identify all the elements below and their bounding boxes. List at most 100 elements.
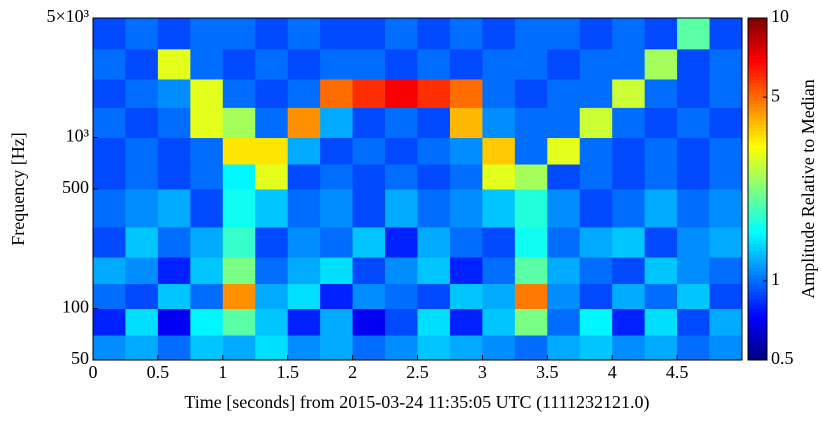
spectrogram-cell — [93, 107, 126, 139]
colorbar-segment — [748, 178, 767, 183]
y-tick-label: 100 — [62, 297, 89, 317]
colorbar-segment — [748, 202, 767, 207]
colorbar-segment — [748, 100, 767, 104]
spectrogram-cell — [385, 107, 418, 139]
spectrogram-cell — [190, 257, 224, 285]
spectrogram-cell — [417, 48, 451, 80]
spectrogram-cell — [287, 164, 321, 190]
spectrogram-cell — [547, 335, 581, 361]
spectrogram-cell — [644, 137, 678, 165]
spectrogram-cell — [93, 164, 126, 190]
spectrogram-cell — [125, 257, 159, 285]
spectrogram-cell — [93, 48, 126, 80]
colorbar-segment — [748, 243, 767, 248]
colorbar-segment — [748, 69, 767, 74]
spectrogram-cell — [222, 308, 256, 336]
colorbar-segment — [748, 35, 767, 40]
spectrogram-cell — [709, 78, 743, 108]
spectrogram-cell — [125, 78, 159, 108]
colorbar-segment — [748, 353, 767, 358]
colorbar-segment — [748, 134, 767, 139]
colorbar-segment — [748, 250, 767, 255]
spectrogram-cell — [709, 335, 743, 361]
colorbar-segment — [748, 199, 767, 204]
y-tick-label: 10³ — [66, 126, 90, 146]
spectrogram-cell — [417, 283, 451, 310]
spectrogram-cell — [255, 48, 289, 80]
spectrogram-cell — [352, 257, 386, 285]
spectrogram-cell — [352, 18, 386, 50]
spectrogram-cell — [320, 137, 354, 165]
colorbar-frame — [747, 17, 768, 361]
colorbar-segment — [748, 31, 767, 36]
spectrogram-cell — [709, 107, 743, 139]
colorbar-segment — [748, 308, 767, 313]
spectrogram-cell — [125, 164, 159, 190]
spectrogram-cell — [320, 164, 354, 190]
spectrogram-cell — [157, 226, 191, 258]
spectrogram-cell — [644, 335, 678, 361]
spectrogram-cell — [93, 335, 126, 361]
y-tick-label: 50 — [71, 348, 89, 368]
colorbar-segment — [748, 117, 767, 122]
colorbar-tick-label: 1 — [771, 269, 780, 289]
spectrogram-cell — [579, 308, 613, 336]
spectrogram-cell — [417, 257, 451, 285]
spectrogram-cell — [157, 335, 191, 361]
colorbar-segment — [748, 185, 767, 190]
colorbar-segment — [748, 89, 767, 94]
spectrogram-cell — [482, 78, 516, 108]
spectrogram-cell — [417, 107, 451, 139]
spectrogram-cell — [579, 107, 613, 139]
spectrogram-cell — [125, 18, 159, 50]
colorbar-segment — [748, 298, 767, 303]
colorbar-segment — [748, 346, 767, 351]
colorbar-segment — [748, 226, 767, 231]
spectrogram-cell — [449, 48, 483, 80]
spectrogram-cell — [449, 137, 483, 165]
spectrogram-cell — [190, 78, 224, 108]
spectrogram-cell — [612, 308, 646, 336]
colorbar-segment — [748, 161, 767, 166]
colorbar-segment — [748, 93, 767, 98]
spectrogram-cell — [709, 308, 743, 336]
colorbar-segment — [748, 120, 767, 125]
spectrogram-cell — [547, 226, 581, 258]
colorbar-segment — [748, 137, 767, 142]
spectrogram-cell — [222, 137, 256, 165]
spectrogram-cell — [417, 18, 451, 50]
spectrogram-cell — [287, 48, 321, 80]
spectrogram-cell — [385, 308, 418, 336]
colorbar-segment — [748, 253, 767, 258]
spectrogram-cell — [287, 107, 321, 139]
spectrogram-cell — [547, 48, 581, 80]
spectrogram-cell — [93, 283, 126, 310]
colorbar-segment — [748, 127, 767, 132]
spectrogram-cell — [547, 189, 581, 228]
colorbar-segment — [748, 168, 767, 173]
colorbar-segment — [748, 158, 767, 163]
spectrogram-cell — [320, 48, 354, 80]
colorbar-segment — [748, 106, 767, 111]
x-tick-label: 0 — [89, 362, 98, 382]
colorbar-segment — [748, 55, 767, 60]
spectrogram-cell — [352, 107, 386, 139]
spectrogram-cell — [222, 18, 256, 50]
spectrogram-cell — [125, 137, 159, 165]
spectrogram-cell — [709, 257, 743, 285]
spectrogram-cell — [287, 78, 321, 108]
colorbar-segment — [748, 59, 767, 63]
spectrogram-cell — [677, 18, 711, 50]
spectrogram-cell — [644, 48, 678, 80]
spectrogram-cell — [190, 189, 224, 228]
x-tick-label: 4.5 — [666, 362, 689, 382]
spectrogram-cell — [157, 257, 191, 285]
colorbar-segment — [748, 212, 767, 217]
spectrogram-cell — [547, 107, 581, 139]
spectrogram-cell — [644, 308, 678, 336]
spectrogram-cell — [449, 18, 483, 50]
spectrogram-cell — [547, 283, 581, 310]
spectrogram-cell — [644, 283, 678, 310]
spectrogram-cell — [287, 226, 321, 258]
spectrogram-cell — [157, 48, 191, 80]
